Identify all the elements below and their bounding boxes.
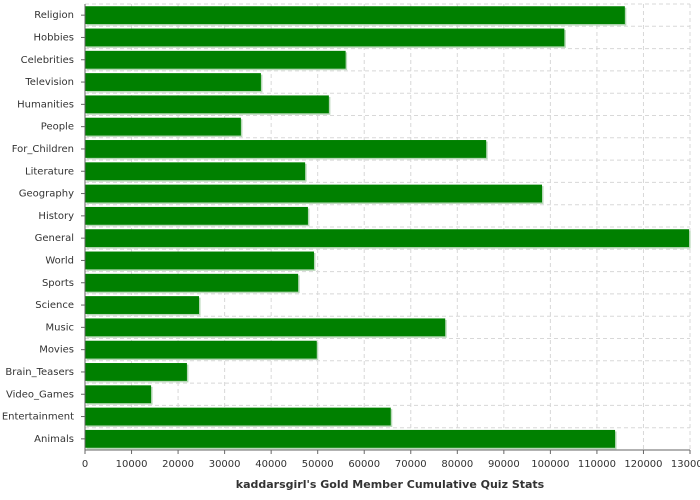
y-tick-label: General xyxy=(35,233,74,244)
bar xyxy=(85,6,625,25)
bar xyxy=(85,117,241,136)
y-tick-label: World xyxy=(45,255,74,266)
x-tick-label: 10000 xyxy=(116,459,148,470)
bar xyxy=(85,296,200,314)
y-tick-label: Sports xyxy=(42,278,74,289)
chart-title: kaddarsgirl's Gold Member Cumulative Qui… xyxy=(236,478,545,491)
bar xyxy=(85,407,391,426)
x-tick-label: 40000 xyxy=(255,459,287,470)
y-tick-label: Celebrities xyxy=(21,55,74,66)
y-tick-label: People xyxy=(41,122,74,133)
bar xyxy=(85,73,261,91)
bar xyxy=(85,363,187,381)
x-tick-label: 80000 xyxy=(441,459,473,470)
y-tick-label: Television xyxy=(24,77,74,88)
y-tick-label: Entertainment xyxy=(2,412,74,423)
x-tick-label: 20000 xyxy=(162,459,194,470)
x-tick-label: 70000 xyxy=(395,459,427,470)
y-tick-label: Animals xyxy=(34,434,74,445)
y-tick-label: History xyxy=(38,211,74,222)
bar xyxy=(85,95,329,114)
bar xyxy=(85,28,565,47)
bar xyxy=(85,318,446,337)
bar xyxy=(85,140,487,158)
bar xyxy=(85,385,152,404)
x-tick-label: 30000 xyxy=(209,459,241,470)
y-tick-label: Hobbies xyxy=(34,32,74,43)
y-tick-label: Humanities xyxy=(17,99,74,110)
y-tick-label: Literature xyxy=(25,166,74,177)
bar xyxy=(85,273,299,292)
y-tick-label: Video_Games xyxy=(6,389,74,400)
bar xyxy=(85,251,314,270)
x-tick-label: 50000 xyxy=(302,459,334,470)
y-tick-label: Movies xyxy=(39,345,74,356)
y-tick-label: Religion xyxy=(34,10,74,21)
bar xyxy=(85,162,306,181)
bar xyxy=(85,229,690,248)
x-tick-label: 130000 xyxy=(671,459,700,470)
x-tick-label: 110000 xyxy=(578,459,616,470)
bar xyxy=(85,429,616,448)
x-tick-label: 120000 xyxy=(624,459,662,470)
y-tick-label: Brain_Teasers xyxy=(5,367,74,378)
y-tick-label: For_Children xyxy=(12,144,74,155)
y-tick-label: Geography xyxy=(19,189,74,200)
x-tick-label: 60000 xyxy=(348,459,380,470)
x-tick-label: 0 xyxy=(82,459,88,470)
bar xyxy=(85,340,317,359)
bar xyxy=(85,206,308,225)
bar xyxy=(85,184,543,203)
x-tick-label: 90000 xyxy=(488,459,520,470)
x-tick-label: 100000 xyxy=(531,459,569,470)
y-tick-label: Music xyxy=(46,322,74,333)
y-tick-label: Science xyxy=(35,300,74,311)
bar xyxy=(85,50,346,69)
